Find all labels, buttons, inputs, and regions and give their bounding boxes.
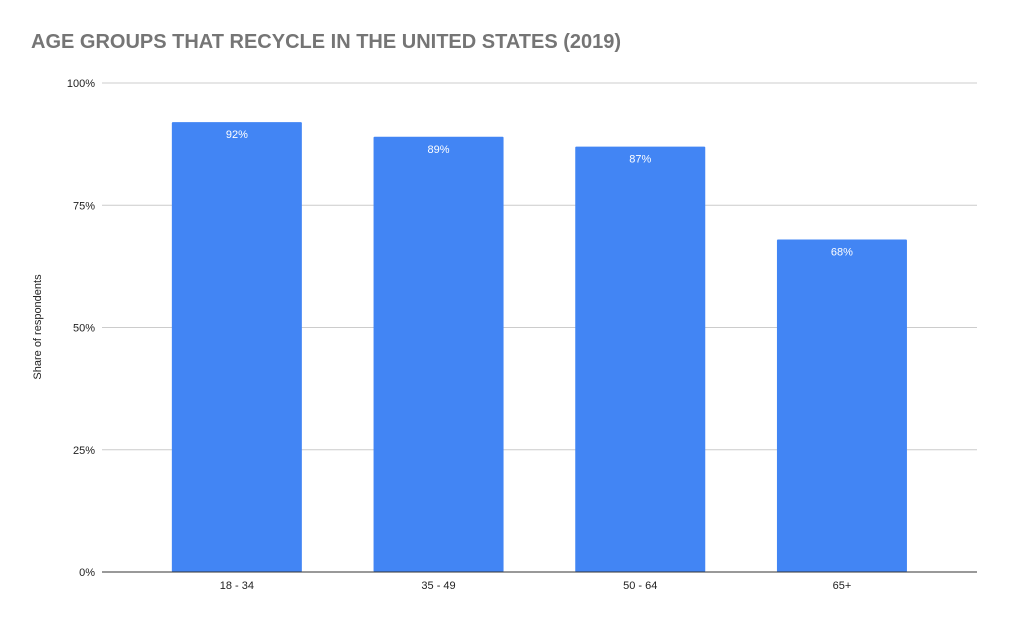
- x-tick-label: 35 - 49: [421, 580, 455, 592]
- bar: [373, 136, 504, 573]
- y-tick-label: 25%: [73, 445, 95, 457]
- data-label: 68%: [831, 246, 853, 258]
- x-tick-label: 18 - 34: [220, 580, 254, 592]
- y-tick-label: 0%: [79, 567, 95, 579]
- y-axis-label: Share of respondents: [32, 274, 44, 380]
- x-tick-label: 50 - 64: [623, 580, 657, 592]
- data-label: 89%: [428, 144, 450, 156]
- data-label: 92%: [226, 129, 248, 141]
- data-label: 87%: [629, 154, 651, 166]
- y-tick-label: 75%: [73, 200, 95, 212]
- y-tick-label: 50%: [73, 323, 95, 335]
- chart-title: AGE GROUPS THAT RECYCLE IN THE UNITED ST…: [31, 31, 622, 53]
- bar: [776, 239, 907, 573]
- y-tick-label: 100%: [67, 78, 95, 90]
- bar: [575, 146, 706, 572]
- x-tick-label: 65+: [833, 580, 852, 592]
- bar: [171, 122, 302, 573]
